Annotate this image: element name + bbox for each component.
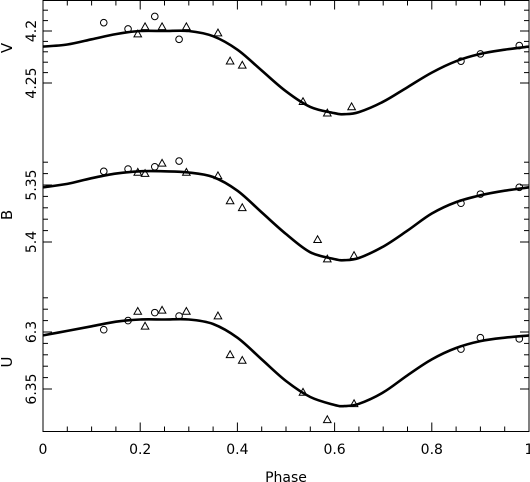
circle-marker <box>457 57 465 65</box>
model-curve-u <box>42 317 530 408</box>
circle-marker <box>175 35 183 44</box>
triangle-marker <box>213 311 223 320</box>
x-tick-label: 0.8 <box>421 442 443 458</box>
circle-marker <box>476 190 485 198</box>
triangle-marker <box>133 306 143 315</box>
triangle-marker <box>349 250 359 259</box>
triangle-marker <box>225 349 235 359</box>
triangle-marker <box>157 158 167 167</box>
x-tick-label: 0.6 <box>323 442 345 458</box>
model-curves <box>42 29 530 408</box>
circle-marker <box>457 345 465 353</box>
triangle-marker <box>237 60 247 69</box>
circle-marker <box>457 199 465 208</box>
circle-marker <box>124 165 132 173</box>
circle-marker <box>476 333 485 342</box>
y-tick-label: 6.3 <box>24 321 40 343</box>
triangle-marker <box>133 167 143 176</box>
triangle-marker <box>346 101 357 111</box>
y-axis-label-u: U <box>0 357 16 368</box>
triangle-marker <box>181 306 192 315</box>
triangle-marker <box>140 21 150 31</box>
y-tick-label: 4.25 <box>24 67 40 98</box>
circle-marker <box>99 325 108 334</box>
circle-marker <box>175 157 183 165</box>
triangle-marker <box>225 56 235 65</box>
x-tick-label: 0 <box>39 442 48 458</box>
circle-marker <box>124 316 132 325</box>
triangle-marker <box>181 167 192 176</box>
circle-marker <box>476 50 485 58</box>
model-curve-v <box>42 29 530 116</box>
triangle-marker <box>237 202 247 212</box>
triangle-marker <box>322 414 332 424</box>
x-tick-label: 1 <box>525 442 530 458</box>
y-tick-label: 5.35 <box>24 169 40 200</box>
model-curve-b <box>42 169 530 262</box>
plot-frame <box>42 0 530 432</box>
triangle-marker <box>157 21 167 31</box>
triangle-marker <box>349 398 359 408</box>
circle-marker <box>150 162 159 171</box>
circle-marker <box>150 308 159 317</box>
triangle-marker <box>322 108 332 117</box>
observation-markers <box>99 12 524 424</box>
triangle-marker <box>298 96 308 106</box>
triangle-marker <box>237 355 247 364</box>
x-tick-label: 0.4 <box>226 442 248 458</box>
triangle-marker <box>225 195 235 205</box>
triangle-marker <box>312 234 323 244</box>
y-tick-label: 4.2 <box>24 20 40 42</box>
y-axis-label-v: V <box>0 42 16 53</box>
y-tick-label: 6.35 <box>24 373 40 404</box>
circle-marker <box>515 41 524 50</box>
triangle-marker <box>322 254 332 263</box>
circle-marker <box>99 167 108 176</box>
axis-ticks <box>42 0 530 432</box>
triangle-marker <box>213 170 223 180</box>
triangle-marker <box>133 29 143 38</box>
circle-marker <box>515 335 524 343</box>
circle-marker <box>99 18 108 27</box>
triangle-marker <box>298 387 308 396</box>
y-axis-label-b: B <box>0 210 16 220</box>
triangle-marker <box>157 305 167 314</box>
triangle-marker <box>140 321 150 330</box>
circle-marker <box>124 25 132 33</box>
circle-marker <box>515 183 524 192</box>
circle-marker <box>175 312 183 320</box>
triangle-marker <box>140 168 150 177</box>
triangle-marker <box>213 28 223 37</box>
x-axis-label: Phase <box>265 470 307 482</box>
triangle-marker <box>181 21 192 31</box>
axis-labels: 0 0.2 0.4 0.6 0.8 1 4.2 4.25 V 5.35 5.4 B 6.3 6.35 U <box>0 20 530 458</box>
x-tick-label: 0.2 <box>129 442 151 458</box>
circle-marker <box>150 12 159 21</box>
y-tick-label: 5.4 <box>24 231 40 253</box>
